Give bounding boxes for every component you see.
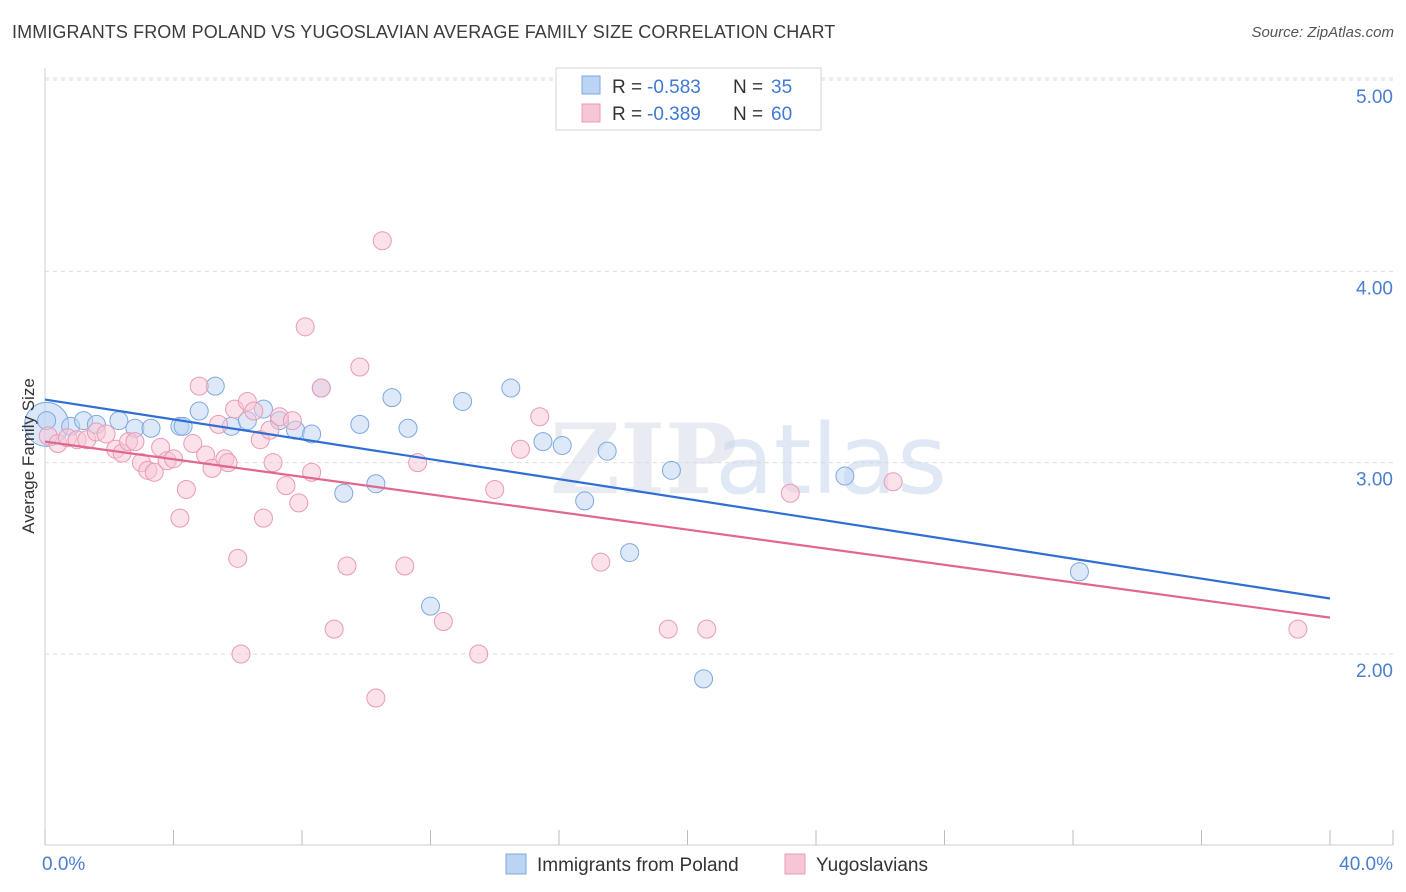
yugoslavian-point [697, 619, 717, 639]
poland-point [189, 401, 209, 421]
poland-point [533, 432, 553, 452]
yugoslavian-point [295, 317, 315, 337]
yugoslavian-point [253, 508, 273, 528]
yugoslavian-point [658, 619, 678, 639]
poland-point [835, 466, 855, 486]
grid-lines [45, 77, 1393, 655]
bottom-legend-swatch-yugoslavians [784, 853, 806, 875]
legend-n-label-yugoslavians: N = [733, 104, 763, 125]
yugoslavian-point [96, 424, 116, 444]
yugoslavian-point [780, 483, 800, 503]
bottom-legend-label-poland: Immigrants from Poland [537, 855, 739, 876]
poland-point [109, 411, 129, 431]
poland-point [575, 491, 595, 511]
bottom-legend: Immigrants from Poland Yugoslavians [505, 853, 928, 876]
legend-n-value-poland: 35 [771, 77, 792, 98]
yugoslavian-point [395, 556, 415, 576]
yugoslavian-point [591, 552, 611, 572]
yugoslavian-point [510, 439, 530, 459]
poland-point [620, 543, 640, 563]
poland-point [382, 388, 402, 408]
yugoslavian-point [282, 411, 302, 431]
yugoslavian-point [176, 479, 196, 499]
yugoslavian-trend-line [44, 440, 1331, 619]
yugoslavian-point [244, 401, 264, 421]
legend-r-value-yugoslavians: -0.389 [647, 104, 701, 125]
yugoslavian-point [433, 611, 453, 631]
poland-point [350, 414, 370, 434]
yugoslavian-point [311, 378, 331, 398]
poland-point [1069, 562, 1089, 582]
poland-point [398, 418, 418, 438]
poland-point [597, 441, 617, 461]
poland-point [421, 596, 440, 616]
legend-n-label-poland: N = [733, 77, 763, 98]
poland-trend-line [44, 398, 1331, 600]
y-axis-title: Average Family Size [19, 378, 38, 534]
legend-n-value-yugoslavians: 60 [771, 104, 792, 125]
poland-point [661, 460, 681, 480]
poland-point [694, 669, 714, 689]
y-tick-label: 5.00 [1356, 87, 1393, 108]
y-tick-label: 4.00 [1356, 278, 1393, 299]
legend-swatch-yugoslavians [581, 103, 601, 123]
yugoslavian-point [883, 472, 903, 492]
poland-point [302, 424, 322, 444]
yugoslavian-point [372, 231, 392, 251]
legend-r-label-poland: R = [612, 77, 642, 98]
top-legend: R = -0.583 N = 35 R = -0.389 N = 60 [555, 67, 822, 131]
poland-point [453, 391, 473, 411]
legend-r-label-yugoslavians: R = [612, 104, 642, 125]
chart-title: IMMIGRANTS FROM POLAND VS YUGOSLAVIAN AV… [12, 22, 836, 42]
yugoslavian-point [228, 548, 248, 568]
x-tick-label-max: 40.0% [1339, 854, 1393, 875]
yugoslavian-point [218, 453, 238, 473]
legend-r-value-poland: -0.583 [647, 77, 701, 98]
source-credit: Source: ZipAtlas.com [1251, 24, 1394, 41]
yugoslavian-point [485, 479, 505, 499]
yugoslavian-point [276, 476, 296, 496]
yugoslavian-point [530, 407, 550, 427]
bottom-legend-swatch-poland [505, 853, 527, 875]
yugoslavian-point [170, 508, 190, 528]
x-tick-label-min: 0.0% [42, 854, 85, 875]
yugoslavian-point [263, 453, 283, 473]
legend-swatch-poland [581, 75, 601, 95]
y-tick-label: 2.00 [1356, 661, 1393, 682]
y-tick-label: 3.00 [1356, 470, 1393, 491]
series-points [24, 231, 1308, 708]
y-tick-labels: 2.00 3.00 4.00 5.00 [1356, 87, 1393, 682]
poland-point [366, 474, 386, 494]
yugoslavian-point [231, 644, 251, 664]
bottom-legend-label-yugoslavians: Yugoslavians [816, 855, 928, 876]
yugoslavian-point [366, 688, 386, 708]
yugoslavian-point [350, 357, 370, 377]
yugoslavian-point [324, 619, 344, 639]
poland-point [334, 483, 354, 503]
x-tick-labels: 0.0% 40.0% [42, 854, 1393, 875]
axes [44, 68, 1394, 846]
watermark-atlas: atlas [715, 404, 947, 516]
yugoslavian-point [1288, 619, 1308, 639]
poland-point [141, 418, 161, 438]
yugoslavian-point [337, 556, 357, 576]
poland-point [205, 376, 225, 396]
yugoslavian-point [144, 462, 164, 482]
yugoslavian-point [469, 644, 489, 664]
yugoslavian-point [183, 434, 203, 454]
trend-lines [44, 398, 1331, 619]
poland-point [552, 435, 572, 455]
yugoslavian-point [189, 376, 209, 396]
poland-point [501, 378, 521, 398]
yugoslavian-point [125, 432, 145, 452]
yugoslavian-point [289, 493, 309, 513]
